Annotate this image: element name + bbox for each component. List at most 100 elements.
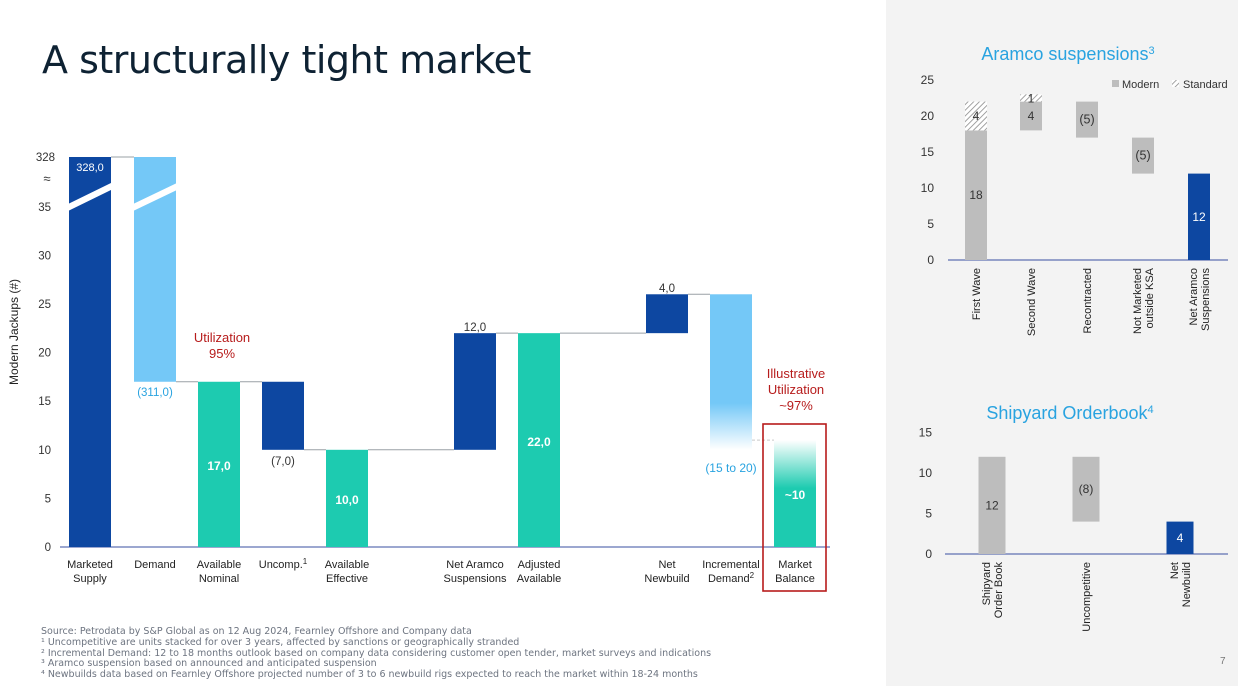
aramco-bar-label: (5) (1079, 113, 1094, 127)
aramco-category-label: First Wave (971, 268, 983, 320)
illustrative-utilization-annotation: Illustrative Utilization ~97% (767, 366, 826, 413)
aramco-category-label: Second Wave (1026, 268, 1038, 336)
main-waterfall-chart: 0 5 10 15 20 25 30 35 328 ≈ Modern Jackups (#) 328,… (7, 152, 830, 592)
bar-10 (774, 440, 816, 547)
bar-1 (69, 157, 111, 547)
footnote-2: ² Incremental Demand: 12 to 18 months ou… (41, 647, 712, 659)
data-label-5: 10,0 (335, 493, 359, 507)
footnote-source: Source: Petrodata by S&P Global as on 12… (41, 626, 472, 637)
aramco-bar-label: 4 (973, 109, 980, 123)
aramco-category-label: Not Marketedoutside KSA (1132, 267, 1156, 334)
shipyard-bar-3 (1166, 521, 1194, 554)
aramco-bar-label: (5) (1135, 149, 1150, 163)
data-label-2: (311,0) (137, 387, 173, 399)
shipyard-y-tick: 15 (919, 426, 933, 440)
footnote-1: ¹ Uncompetitive are units stacked for ov… (41, 636, 520, 648)
y-tick-label: 25 (38, 299, 51, 311)
y-axis-label: Modern Jackups (#) (7, 279, 21, 385)
bar-8 (646, 294, 688, 334)
aramco-bar-label: 18 (969, 188, 983, 202)
category-label: Adjusted Available (517, 559, 561, 585)
y-tick-label: 0 (45, 542, 51, 554)
data-label-4: (7,0) (271, 456, 295, 468)
aramco-bar-label: 4 (1028, 109, 1035, 123)
shipyard-bar-label: 4 (1177, 531, 1184, 545)
aramco-chart-title: Aramco suspensions3 (981, 44, 1154, 64)
category-label: Marketed Supply (67, 559, 113, 585)
page-number: 7 (1220, 656, 1226, 667)
aramco-bar-label: 12 (1192, 210, 1206, 224)
shipyard-bar-label: (8) (1079, 482, 1094, 496)
aramco-y-tick: 20 (921, 109, 935, 123)
legend-standard-label: Standard (1183, 79, 1228, 91)
aramco-bar-segment (965, 101, 987, 131)
shipyard-category-label: ShipyardOrder Book (981, 562, 1005, 619)
category-label: Net Newbuild (644, 559, 689, 585)
footnote-3: ³ Aramco suspension based on announced a… (41, 658, 377, 670)
legend-modern-swatch (1112, 80, 1119, 87)
category-label: Net Aramco Suspensions (444, 559, 507, 585)
bar-9 (710, 294, 752, 450)
aramco-y-tick: 25 (921, 73, 935, 87)
break-mark-2 (131, 182, 179, 212)
legend-modern-label: Modern (1122, 79, 1159, 91)
aramco-bar-segment (965, 130, 987, 260)
bar-7 (518, 333, 560, 547)
aramco-y-tick: 0 (927, 253, 934, 267)
category-label: Demand (134, 559, 176, 571)
y-tick-label-break: 328 (36, 152, 55, 164)
shipyard-y-tick: 0 (925, 547, 932, 561)
y-tick-label: 5 (45, 493, 51, 505)
break-mark-1 (66, 182, 113, 212)
category-label: Available Effective (325, 559, 369, 585)
side-panel (886, 0, 1238, 686)
data-label-8: 4,0 (659, 283, 675, 295)
category-label: Incremental Demand2 (702, 559, 759, 585)
aramco-bar-segment (1020, 94, 1042, 102)
shipyard-chart-title: Shipyard Orderbook4 (986, 403, 1153, 423)
aramco-y-tick: 15 (921, 145, 935, 159)
footnote-4: ⁴ Newbuilds data based on Fearnley Offsh… (41, 669, 698, 681)
y-tick-label: 15 (38, 396, 51, 408)
shipyard-category-label: Uncompetitive (1081, 562, 1093, 632)
utilization-annotation: Utilization 95% (194, 330, 250, 361)
bar-3 (198, 381, 240, 547)
category-label: Uncomp.1 (259, 557, 308, 571)
bar-4 (262, 381, 304, 450)
aramco-category-label: Recontracted (1082, 268, 1094, 333)
data-label-3: 17,0 (207, 459, 231, 473)
shipyard-category-label: NetNewbuild (1169, 562, 1193, 607)
bar-6 (454, 333, 496, 450)
aramco-bar-segment (1020, 101, 1042, 131)
y-tick-label: 30 (38, 250, 51, 262)
shipyard-bar-1 (978, 456, 1006, 554)
data-label-1: 328,0 (76, 162, 104, 174)
data-label-6: 12,0 (464, 322, 486, 334)
shipyard-bar-label: 12 (985, 498, 999, 512)
bar-5 (326, 449, 368, 547)
category-label: Available Nominal (197, 559, 241, 585)
slide-title: A structurally tight market (42, 38, 531, 82)
shipyard-bar-2 (1072, 456, 1100, 522)
shipyard-y-tick: 10 (919, 466, 933, 480)
aramco-bar-segment (1188, 173, 1210, 260)
aramco-y-tick: 5 (927, 217, 934, 231)
aramco-category-label: Net AramcoSuspensions (1188, 268, 1212, 331)
y-tick-label: 35 (38, 202, 51, 214)
aramco-bar-segment (1076, 101, 1098, 138)
footnotes: Source: Petrodata by S&P Global as on 12… (41, 626, 712, 681)
axis-break-icon: ≈ (43, 171, 50, 186)
market-balance-highlight (762, 423, 827, 592)
legend-standard-swatch (1172, 80, 1179, 87)
aramco-bar-label: 1 (1028, 91, 1035, 105)
y-tick-label: 20 (38, 348, 51, 360)
shipyard-y-tick: 5 (925, 507, 932, 521)
category-label: Market Balance (775, 559, 815, 585)
data-label-10: ~10 (785, 488, 806, 502)
aramco-y-tick: 10 (921, 181, 935, 195)
data-label-7: 22,0 (527, 435, 551, 449)
aramco-bar-segment (1132, 137, 1154, 174)
y-tick-label: 10 (38, 445, 51, 457)
data-label-9: (15 to 20) (705, 461, 756, 475)
